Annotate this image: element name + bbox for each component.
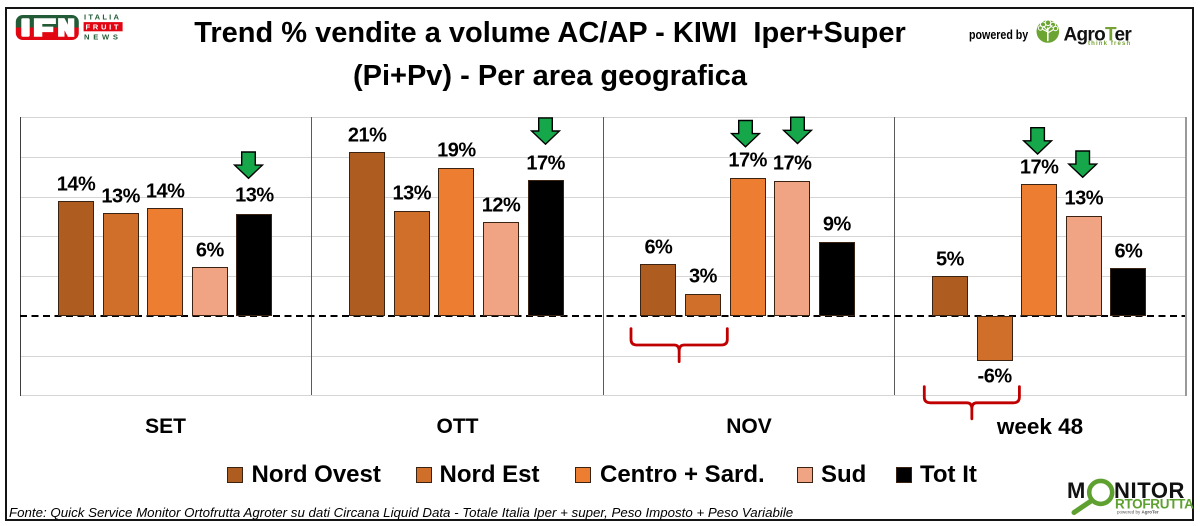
svg-text:ITALIA: ITALIA	[84, 13, 121, 22]
svg-text:AgroTer: AgroTer	[1064, 24, 1133, 45]
svg-text:RTOFRUTTA: RTOFRUTTA	[1115, 497, 1194, 512]
svg-text:M: M	[1067, 478, 1085, 503]
svg-text:NEWS: NEWS	[84, 32, 121, 41]
svg-text:powered by AgroTer: powered by AgroTer	[1117, 510, 1159, 515]
svg-text:NITOR: NITOR	[1114, 478, 1185, 503]
svg-text:think fresh: think fresh	[1088, 41, 1131, 47]
svg-text:FRUIT: FRUIT	[86, 23, 121, 32]
